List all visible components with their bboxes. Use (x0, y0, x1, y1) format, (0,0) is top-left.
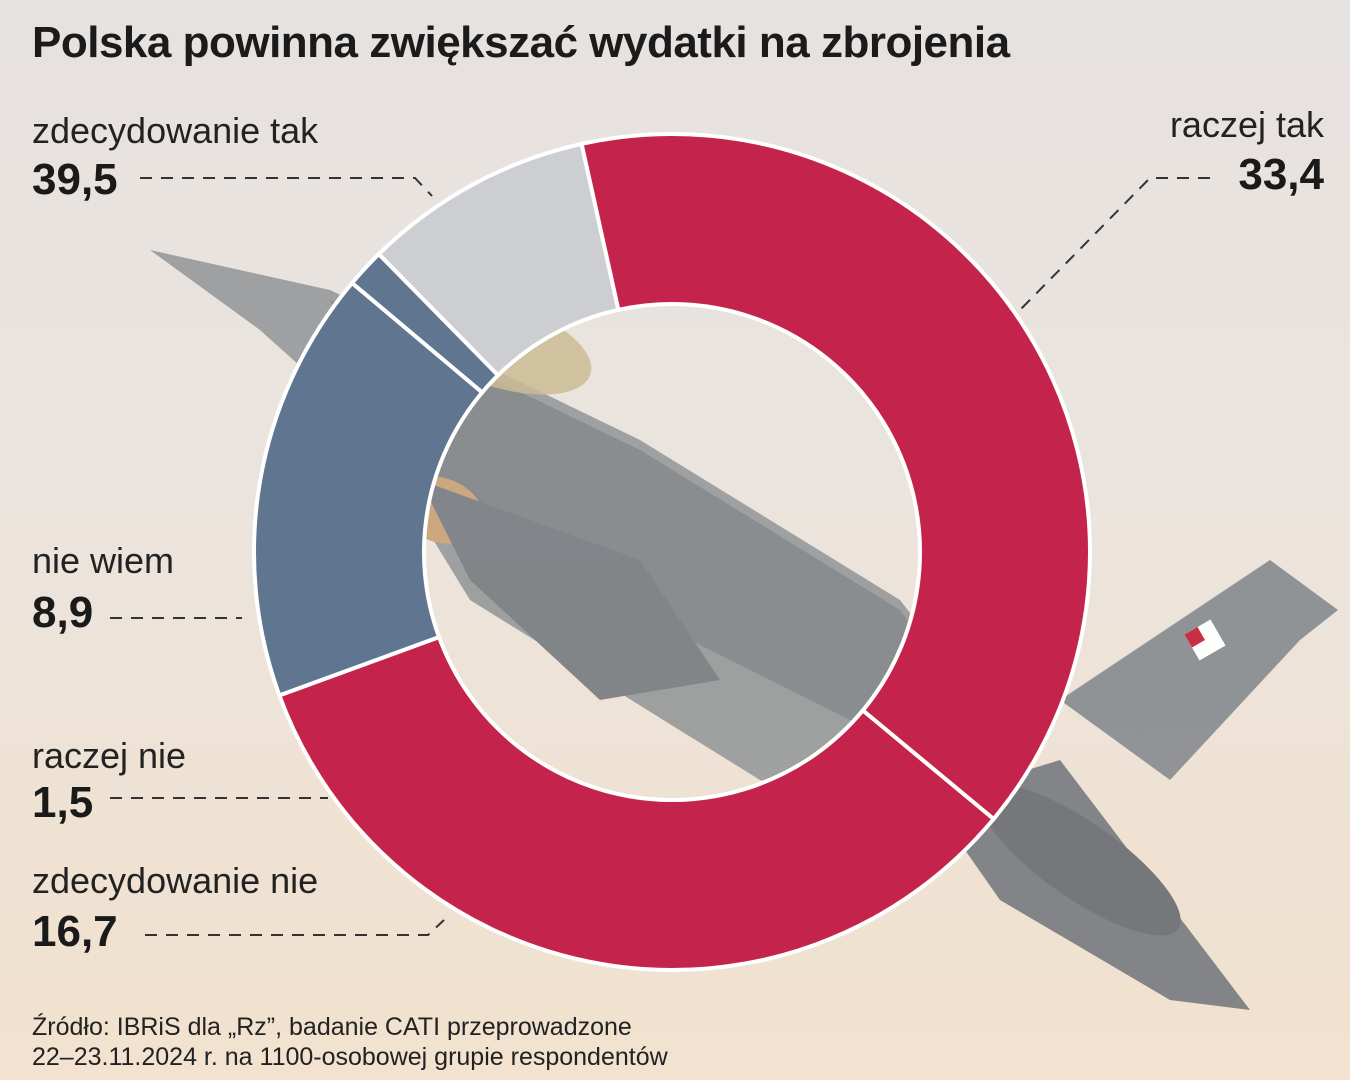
label-nie-wiem: nie wiem (32, 540, 175, 581)
donut-slices (252, 132, 1092, 972)
chart-title: Polska powinna zwiększać wydatki na zbro… (32, 18, 1010, 67)
slice-raczej-tak (276, 634, 997, 972)
source-line-2: 22–23.11.2024 r. na 1100-osobowej grupie… (32, 1043, 668, 1071)
label-zdecydowanie-tak: zdecydowanie tak (32, 110, 319, 151)
source-line-1: Źródło: IBRiS dla „Rz”, badanie CATI prz… (32, 1013, 632, 1041)
value-raczej-nie: 1,5 (32, 778, 94, 827)
value-raczej-tak: 33,4 (1238, 150, 1324, 199)
label-raczej-nie: raczej nie (32, 735, 187, 776)
value-zdecydowanie-nie: 16,7 (32, 907, 118, 956)
slice-nie-wiem (375, 141, 621, 379)
source-note: Źródło: IBRiS dla „Rz”, badanie CATI prz… (32, 1012, 932, 1072)
leader-lines (110, 177, 1210, 936)
label-zdecydowanie-nie: zdecydowanie nie (32, 860, 319, 901)
leader-line-zdecydowanie-tak (140, 177, 433, 197)
slice-zdecydowanie-tak (579, 132, 1092, 822)
slice-zdecydowanie-nie (252, 280, 486, 698)
value-zdecydowanie-tak: 39,5 (32, 155, 118, 204)
leader-line-zdecydowanie-nie (145, 919, 445, 936)
label-raczej-tak: raczej tak (1169, 104, 1324, 145)
leader-line-raczej-tak (1017, 177, 1210, 313)
value-nie-wiem: 8,9 (32, 588, 94, 637)
